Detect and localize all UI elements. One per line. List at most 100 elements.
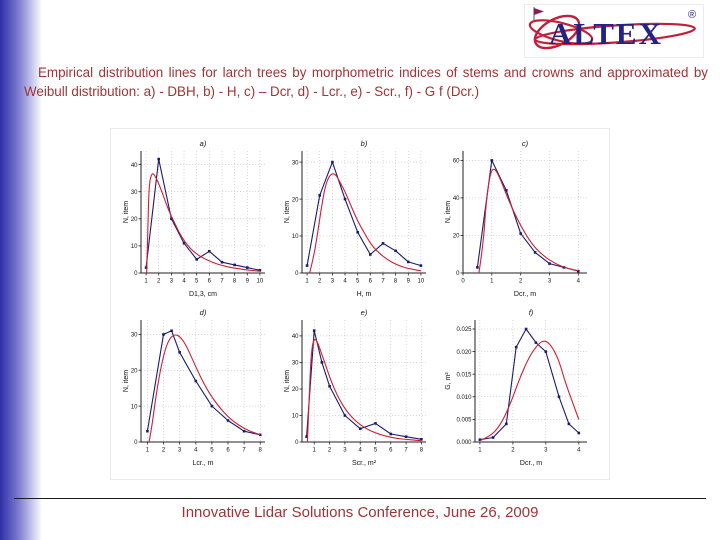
svg-text:40: 40 bbox=[131, 162, 138, 168]
altex-logo: ALTEX ® bbox=[524, 4, 704, 58]
svg-text:5: 5 bbox=[356, 278, 360, 284]
chart-f-basal-area: 1 2 3 4 0.000 0.005 0.010 0.015 0.020 0.025 f) Dcr.… bbox=[443, 307, 599, 471]
registered-trademark-symbol: ® bbox=[688, 9, 696, 21]
svg-text:4: 4 bbox=[343, 278, 347, 284]
svg-text:5: 5 bbox=[195, 278, 199, 284]
svg-text:H, m: H, m bbox=[357, 291, 372, 298]
svg-text:8: 8 bbox=[233, 278, 237, 284]
svg-text:7: 7 bbox=[243, 447, 247, 453]
svg-text:b): b) bbox=[361, 139, 368, 148]
svg-text:6: 6 bbox=[369, 278, 373, 284]
svg-text:4: 4 bbox=[359, 447, 363, 453]
svg-text:6: 6 bbox=[227, 447, 231, 453]
svg-text:2: 2 bbox=[328, 447, 332, 453]
svg-text:0.010: 0.010 bbox=[456, 395, 472, 401]
footer-text: Innovative Lidar Solutions Conference, J… bbox=[181, 504, 539, 521]
chart-c-crown-diameter: 0 1 2 3 4 0 20 40 60 c) Dcr., m N, item bbox=[443, 138, 599, 302]
svg-text:30: 30 bbox=[292, 360, 299, 366]
svg-text:20: 20 bbox=[452, 233, 459, 239]
svg-text:10: 10 bbox=[292, 413, 299, 419]
altex-logo-graphic: ALTEX ® bbox=[528, 7, 696, 51]
svg-text:4: 4 bbox=[194, 447, 198, 453]
svg-text:Scr., m²: Scr., m² bbox=[352, 460, 377, 467]
svg-text:60: 60 bbox=[452, 158, 459, 164]
svg-text:9: 9 bbox=[246, 278, 250, 284]
footer-divider bbox=[14, 498, 706, 499]
svg-text:9: 9 bbox=[407, 278, 411, 284]
svg-text:c): c) bbox=[522, 139, 529, 148]
svg-text:5: 5 bbox=[374, 447, 378, 453]
svg-text:5: 5 bbox=[211, 447, 215, 453]
svg-text:N, item: N, item bbox=[445, 200, 452, 222]
svg-text:10: 10 bbox=[257, 278, 264, 284]
svg-text:4: 4 bbox=[183, 278, 187, 284]
svg-text:3: 3 bbox=[343, 447, 347, 453]
svg-text:0: 0 bbox=[456, 271, 460, 277]
svg-text:7: 7 bbox=[381, 278, 385, 284]
svg-text:40: 40 bbox=[292, 334, 299, 340]
svg-text:2: 2 bbox=[511, 447, 515, 453]
left-gradient-band bbox=[0, 0, 42, 540]
svg-text:3: 3 bbox=[178, 447, 182, 453]
chart-e-crown-area: 1 2 3 4 5 6 7 8 0 10 20 30 40 e) Scr., m² N, item bbox=[282, 307, 438, 471]
flag-icon bbox=[533, 7, 544, 21]
svg-text:8: 8 bbox=[420, 447, 424, 453]
svg-text:1: 1 bbox=[305, 278, 309, 284]
svg-text:3: 3 bbox=[547, 278, 551, 284]
svg-text:4: 4 bbox=[577, 447, 581, 453]
svg-text:1: 1 bbox=[145, 278, 149, 284]
svg-text:Lcr., m: Lcr., m bbox=[193, 460, 214, 467]
svg-text:0: 0 bbox=[134, 271, 138, 277]
chart-b-height: 1 2 3 4 5 6 7 8 9 10 0 10 20 30 b) H, m N, item bbox=[282, 138, 438, 302]
chart-a-dbh: 1 2 3 4 5 6 7 8 9 10 0 10 20 30 40 a) D1,3, cm N, item bbox=[121, 138, 277, 302]
svg-text:Dcr., m: Dcr., m bbox=[514, 291, 536, 298]
svg-text:0: 0 bbox=[295, 440, 299, 446]
svg-text:6: 6 bbox=[208, 278, 212, 284]
svg-text:0.025: 0.025 bbox=[456, 327, 472, 333]
svg-text:2: 2 bbox=[162, 447, 166, 453]
svg-text:0: 0 bbox=[134, 440, 138, 446]
svg-text:0.020: 0.020 bbox=[456, 349, 472, 355]
svg-text:3: 3 bbox=[170, 278, 174, 284]
svg-text:1: 1 bbox=[313, 447, 317, 453]
svg-text:2: 2 bbox=[519, 278, 523, 284]
svg-text:3: 3 bbox=[544, 447, 548, 453]
svg-text:2: 2 bbox=[318, 278, 322, 284]
chart-d-crown-length: 1 2 3 4 5 6 7 8 0 10 20 30 d) Lcr., m N, item bbox=[121, 307, 277, 471]
svg-text:10: 10 bbox=[292, 234, 299, 240]
svg-text:Dcr., m: Dcr., m bbox=[520, 460, 542, 467]
svg-text:3: 3 bbox=[331, 278, 335, 284]
svg-text:0.005: 0.005 bbox=[456, 417, 472, 423]
svg-text:N, item: N, item bbox=[123, 200, 130, 222]
svg-text:7: 7 bbox=[404, 447, 408, 453]
svg-text:a): a) bbox=[200, 139, 207, 148]
svg-text:N, item: N, item bbox=[284, 200, 291, 222]
svg-text:e): e) bbox=[361, 308, 368, 317]
svg-text:0.015: 0.015 bbox=[456, 372, 472, 378]
svg-text:G, m²: G, m² bbox=[445, 371, 452, 389]
svg-text:N, item: N, item bbox=[284, 369, 291, 391]
svg-text:10: 10 bbox=[131, 244, 138, 250]
svg-text:1: 1 bbox=[478, 447, 482, 453]
svg-text:30: 30 bbox=[131, 332, 138, 338]
svg-text:N, item: N, item bbox=[123, 369, 130, 391]
svg-text:0: 0 bbox=[295, 271, 299, 277]
altex-swirl-icon bbox=[528, 14, 696, 50]
svg-text:10: 10 bbox=[131, 404, 138, 410]
svg-text:D1,3, cm: D1,3, cm bbox=[189, 291, 217, 298]
svg-text:d): d) bbox=[200, 308, 207, 317]
svg-text:30: 30 bbox=[292, 160, 299, 166]
svg-text:4: 4 bbox=[576, 278, 580, 284]
svg-text:10: 10 bbox=[418, 278, 425, 284]
svg-text:20: 20 bbox=[131, 368, 138, 374]
svg-text:2: 2 bbox=[157, 278, 161, 284]
svg-text:40: 40 bbox=[452, 196, 459, 202]
svg-text:0: 0 bbox=[461, 278, 465, 284]
svg-text:8: 8 bbox=[394, 278, 398, 284]
svg-text:20: 20 bbox=[292, 387, 299, 393]
svg-text:7: 7 bbox=[221, 278, 225, 284]
altex-logo-text: ALTEX bbox=[549, 16, 663, 51]
svg-text:8: 8 bbox=[259, 447, 263, 453]
